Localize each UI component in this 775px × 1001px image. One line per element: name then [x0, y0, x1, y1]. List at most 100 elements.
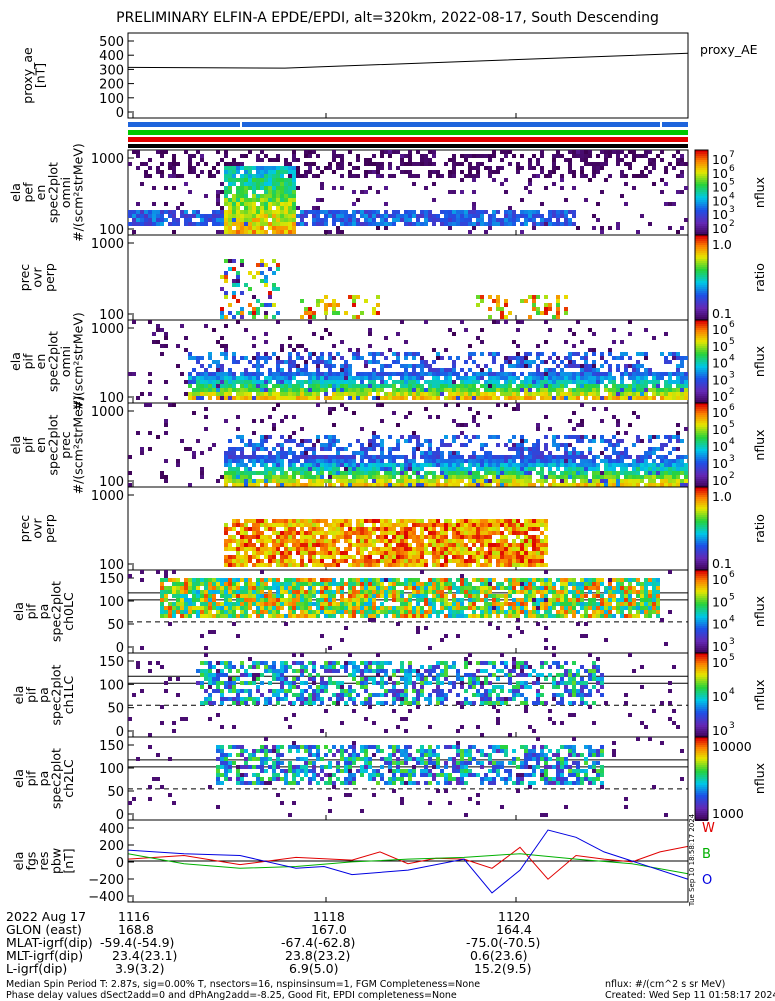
heatmap-cell: [620, 356, 624, 360]
heatmap-cell: [220, 311, 224, 315]
heatmap-cell: [332, 475, 336, 479]
heatmap-cell: [136, 214, 140, 218]
heatmap-cell: [236, 531, 240, 535]
heatmap-cell: [304, 451, 308, 455]
heatmap-cell: [508, 150, 512, 154]
heatmap-cell: [248, 178, 252, 182]
heatmap-cell: [464, 396, 468, 400]
heatmap-cell: [524, 455, 528, 459]
heatmap-cell: [316, 539, 320, 543]
heatmap-cell: [516, 356, 520, 360]
heatmap-cell: [220, 352, 224, 356]
heatmap-cell: [548, 328, 552, 332]
heatmap-cell: [180, 590, 184, 594]
heatmap-cell: [212, 384, 216, 388]
heatmap-cell: [292, 210, 296, 214]
heatmap-cell: [620, 352, 624, 356]
heatmap-cell: [572, 174, 576, 178]
heatmap-cell: [348, 348, 352, 352]
heatmap-cell: [400, 555, 404, 559]
heatmap-cell: [232, 519, 236, 523]
heatmap-cell: [196, 590, 200, 594]
heatmap-cell: [332, 543, 336, 547]
heatmap-cell: [200, 602, 204, 606]
heatmap-cell: [168, 590, 172, 594]
heatmap-cell: [472, 206, 476, 210]
colorbar-cell: [695, 198, 708, 200]
heatmap-cell: [540, 483, 544, 487]
heatmap-cell: [156, 340, 160, 344]
heatmap-cell: [580, 435, 584, 439]
heatmap-cell: [572, 376, 576, 380]
heatmap-cell: [368, 443, 372, 447]
heatmap-cell: [680, 226, 684, 230]
heatmap-cell: [304, 364, 308, 368]
heatmap-cell: [632, 380, 636, 384]
heatmap-cell: [400, 455, 404, 459]
heatmap-cell: [148, 431, 152, 435]
colorbar-cell: [695, 194, 708, 196]
heatmap-cell: [280, 559, 284, 563]
heatmap-cell: [428, 535, 432, 539]
heatmap-cell: [500, 483, 504, 487]
heatmap-cell: [192, 376, 196, 380]
heatmap-cell: [456, 531, 460, 535]
heatmap-cell: [356, 483, 360, 487]
colorbar-tick-exp: 6: [729, 164, 735, 174]
heatmap-cell: [408, 411, 412, 415]
heatmap-cell: [420, 543, 424, 547]
heatmap-cell: [444, 471, 448, 475]
heatmap-cell: [532, 539, 536, 543]
heatmap-cell: [240, 384, 244, 388]
heatmap-cell: [256, 455, 260, 459]
heatmap-cell: [320, 547, 324, 551]
heatmap-cell: [416, 396, 420, 400]
heatmap-cell: [372, 214, 376, 218]
colorbar-cell: [695, 515, 708, 517]
heatmap-cell: [572, 154, 576, 158]
heatmap-cell: [256, 372, 260, 376]
heatmap-cell: [504, 519, 508, 523]
heatmap-cell: [236, 226, 240, 230]
heatmap-cell: [332, 303, 336, 307]
heatmap-cell: [536, 392, 540, 396]
heatmap-cell: [544, 384, 548, 388]
heatmap-cell: [472, 551, 476, 555]
heatmap-cell: [252, 166, 256, 170]
heatmap-cell: [272, 539, 276, 543]
heatmap-cell: [348, 392, 352, 396]
heatmap-cell: [680, 364, 684, 368]
heatmap-cell: [160, 614, 164, 618]
heatmap-cell: [344, 551, 348, 555]
heatmap-cell: [276, 226, 280, 230]
heatmap-cell: [288, 479, 292, 483]
heatmap-cell: [232, 547, 236, 551]
heatmap-cell: [384, 226, 388, 230]
heatmap-cell: [312, 222, 316, 226]
heatmap-cell: [272, 551, 276, 555]
heatmap-cell: [260, 384, 264, 388]
heatmap-cell: [324, 563, 328, 567]
heatmap-cell: [532, 214, 536, 218]
heatmap-cell: [236, 475, 240, 479]
heatmap-cell: [260, 226, 264, 230]
heatmap-cell: [504, 356, 508, 360]
heatmap-cell: [208, 578, 212, 582]
heatmap-cell: [424, 563, 428, 567]
heatmap-cell: [564, 467, 568, 471]
heatmap-cell: [464, 535, 468, 539]
heatmap-cell: [344, 384, 348, 388]
heatmap-cell: [424, 218, 428, 222]
heatmap-cell: [400, 527, 404, 531]
heatmap-cell: [496, 563, 500, 567]
heatmap-cell: [284, 539, 288, 543]
heatmap-cell: [600, 419, 604, 423]
heatmap-cell: [360, 463, 364, 467]
heatmap-cell: [220, 344, 224, 348]
heatmap-cell: [376, 551, 380, 555]
heatmap-cell: [540, 222, 544, 226]
heatmap-cell: [472, 360, 476, 364]
heatmap-cell: [228, 214, 232, 218]
heatmap-cell: [412, 555, 416, 559]
